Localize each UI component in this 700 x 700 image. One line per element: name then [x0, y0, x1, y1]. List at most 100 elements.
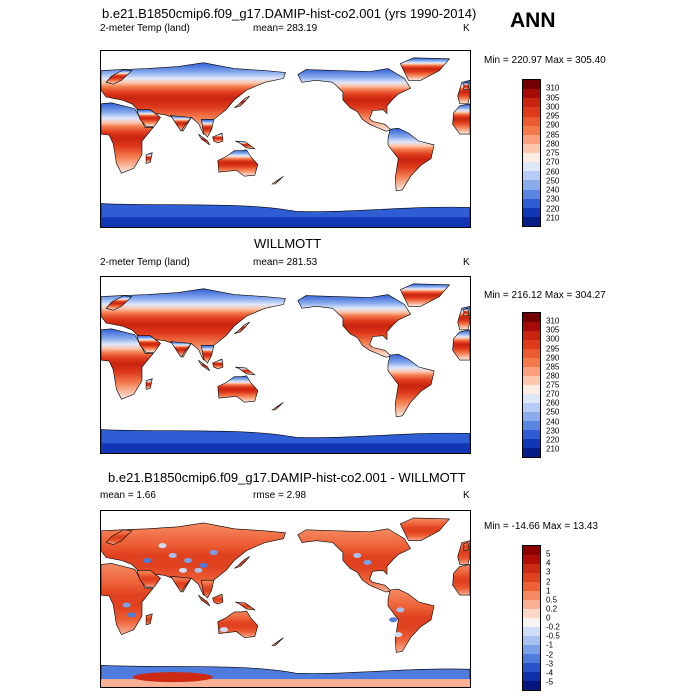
colorbar-swatch [523, 663, 540, 672]
colorbar-swatch [523, 358, 540, 367]
colorbar-tick-label: 280 [546, 139, 560, 149]
colorbar-swatch [523, 162, 540, 172]
colorbar-tick-label: 305 [546, 93, 560, 102]
colorbar-tick-label: 4 [546, 558, 551, 568]
land-scandinavia [105, 69, 133, 85]
colorbar-swatch [523, 394, 540, 403]
colorbar-swatch [523, 180, 540, 190]
land-madagascar [145, 152, 153, 164]
cold-anomaly-patch [220, 627, 228, 633]
panel-3-colorbar [522, 545, 541, 691]
panel-1-units-label: K [463, 23, 470, 34]
colorbar-tick-label: 275 [546, 380, 560, 390]
land-borneo [212, 132, 224, 144]
colorbar-swatch [523, 636, 540, 645]
colorbar-swatch [523, 153, 540, 163]
land-india [170, 115, 192, 132]
land-seasia [201, 579, 215, 599]
colorbar-swatch [523, 627, 540, 636]
land-sumatra [198, 594, 210, 607]
cold-anomaly-patch [122, 602, 131, 608]
colorbar-swatch [523, 412, 540, 421]
colorbar-swatch [523, 385, 540, 394]
panel-1-variable-label: 2-meter Temp (land) [100, 23, 190, 34]
panel-2-variable-label: 2-meter Temp (land) [100, 257, 190, 268]
colorbar-tick-label: 250 [546, 176, 560, 186]
colorbar-swatch [523, 189, 540, 199]
antarctica-interior [101, 443, 470, 453]
colorbar-tick-label: 5 [546, 549, 551, 559]
land-northamerica [297, 294, 412, 358]
land-japan [234, 95, 250, 108]
colorbar-tick-label: 260 [546, 398, 560, 408]
land-nz [271, 175, 284, 185]
cold-anomaly-patch [396, 607, 405, 613]
panel-3-units-label: K [463, 490, 470, 501]
panel-2-colorbar [522, 312, 541, 458]
panel-3-map [100, 510, 471, 688]
land-sumatra [198, 133, 210, 146]
colorbar-tick-label: 270 [546, 157, 560, 167]
land-india [170, 341, 192, 358]
colorbar-swatch [523, 582, 540, 591]
colorbar-tick-label: 220 [546, 435, 560, 445]
colorbar-tick-label: 305 [546, 325, 560, 335]
colorbar-tick-label: -3 [546, 659, 554, 669]
land-newguinea [235, 366, 256, 376]
cold-anomaly-patch [127, 612, 136, 618]
colorbar-tick-label: 250 [546, 407, 560, 417]
colorbar-swatch [523, 207, 540, 217]
land-africa-west [452, 329, 470, 361]
colorbar-swatch [523, 125, 540, 135]
colorbar-tick-label: 220 [546, 204, 560, 213]
colorbar-tick-label: 1 [546, 586, 551, 596]
colorbar-swatch [523, 340, 540, 349]
land-australia [217, 610, 259, 638]
colorbar-swatch [523, 645, 540, 654]
colorbar-swatch [523, 313, 540, 322]
colorbar-tick-label: 280 [546, 371, 560, 381]
land-madagascar [145, 378, 153, 390]
colorbar-tick-label: 230 [546, 426, 560, 436]
colorbar-tick-label: -4 [546, 668, 554, 678]
land-africa-west [452, 564, 470, 596]
colorbar-swatch [523, 618, 540, 627]
colorbar-swatch [523, 216, 540, 226]
colorbar-swatch [523, 376, 540, 385]
land-australia [217, 375, 259, 403]
land-arabia [136, 570, 161, 588]
cold-anomaly-patch [184, 557, 193, 563]
cold-anomaly-patch [158, 543, 167, 549]
colorbar-swatch [523, 555, 540, 564]
colorbar-tick-label: 285 [546, 130, 560, 139]
land-borneo [212, 358, 224, 370]
colorbar-tick-label: 0.5 [546, 595, 558, 605]
colorbar-swatch [523, 672, 540, 681]
panel-2-mean-label: mean= 281.53 [253, 257, 318, 268]
cold-anomaly-patch [389, 617, 398, 623]
colorbar-tick-label: 275 [546, 148, 560, 158]
colorbar-tick-label: 310 [546, 316, 560, 326]
colorbar-tick-label: 2 [546, 577, 551, 586]
panel-2-units-label: K [463, 257, 470, 268]
cold-anomaly-patch [199, 562, 208, 568]
land-india [170, 575, 192, 593]
colorbar-tick-label: 210 [546, 444, 560, 454]
land-greenland [399, 283, 451, 307]
antarctica-warm-patch [132, 672, 213, 683]
land-nz [271, 637, 284, 646]
colorbar-tick-label: -0.2 [546, 622, 560, 632]
cold-anomaly-patch [194, 567, 203, 573]
land-greenland [399, 57, 451, 81]
cold-anomaly-patch [209, 550, 218, 556]
season-label: ANN [510, 9, 556, 32]
colorbar-swatch [523, 331, 540, 340]
land-africa-west [452, 103, 470, 135]
cold-anomaly-patch [353, 553, 362, 558]
panel-1-colorbar [522, 79, 541, 227]
colorbar-tick-label: 310 [546, 83, 560, 93]
land-scandinavia [105, 529, 133, 545]
panel-1-map-svg [101, 57, 470, 227]
land-sumatra [198, 359, 210, 372]
panel-3-minmax-label: Min = -14.66 Max = 13.43 [484, 521, 598, 532]
